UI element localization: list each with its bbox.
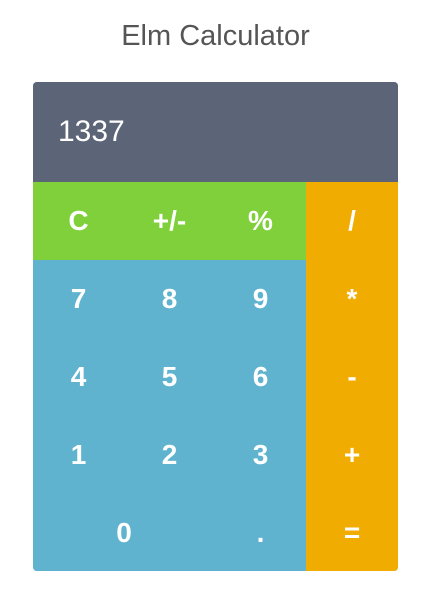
digit-4-button[interactable]: 4 bbox=[33, 338, 124, 416]
digit-5-button[interactable]: 5 bbox=[124, 338, 215, 416]
decimal-button[interactable]: . bbox=[215, 494, 306, 571]
calculator-display: 1337 bbox=[33, 82, 398, 182]
calculator: 1337 C +/- % / 7 8 9 * 4 5 6 - 1 2 3 + 0… bbox=[33, 82, 398, 571]
digit-3-button[interactable]: 3 bbox=[215, 416, 306, 494]
digit-7-button[interactable]: 7 bbox=[33, 260, 124, 338]
percent-button[interactable]: % bbox=[215, 182, 306, 260]
app-title: Elm Calculator bbox=[121, 20, 310, 52]
divide-button[interactable]: / bbox=[306, 182, 398, 260]
digit-2-button[interactable]: 2 bbox=[124, 416, 215, 494]
digit-9-button[interactable]: 9 bbox=[215, 260, 306, 338]
display-value: 1337 bbox=[58, 115, 125, 148]
equals-button[interactable]: = bbox=[306, 494, 398, 571]
clear-button[interactable]: C bbox=[33, 182, 124, 260]
subtract-button[interactable]: - bbox=[306, 338, 398, 416]
multiply-button[interactable]: * bbox=[306, 260, 398, 338]
digit-6-button[interactable]: 6 bbox=[215, 338, 306, 416]
digit-0-button[interactable]: 0 bbox=[33, 494, 215, 571]
toggle-sign-button[interactable]: +/- bbox=[124, 182, 215, 260]
digit-8-button[interactable]: 8 bbox=[124, 260, 215, 338]
add-button[interactable]: + bbox=[306, 416, 398, 494]
digit-1-button[interactable]: 1 bbox=[33, 416, 124, 494]
